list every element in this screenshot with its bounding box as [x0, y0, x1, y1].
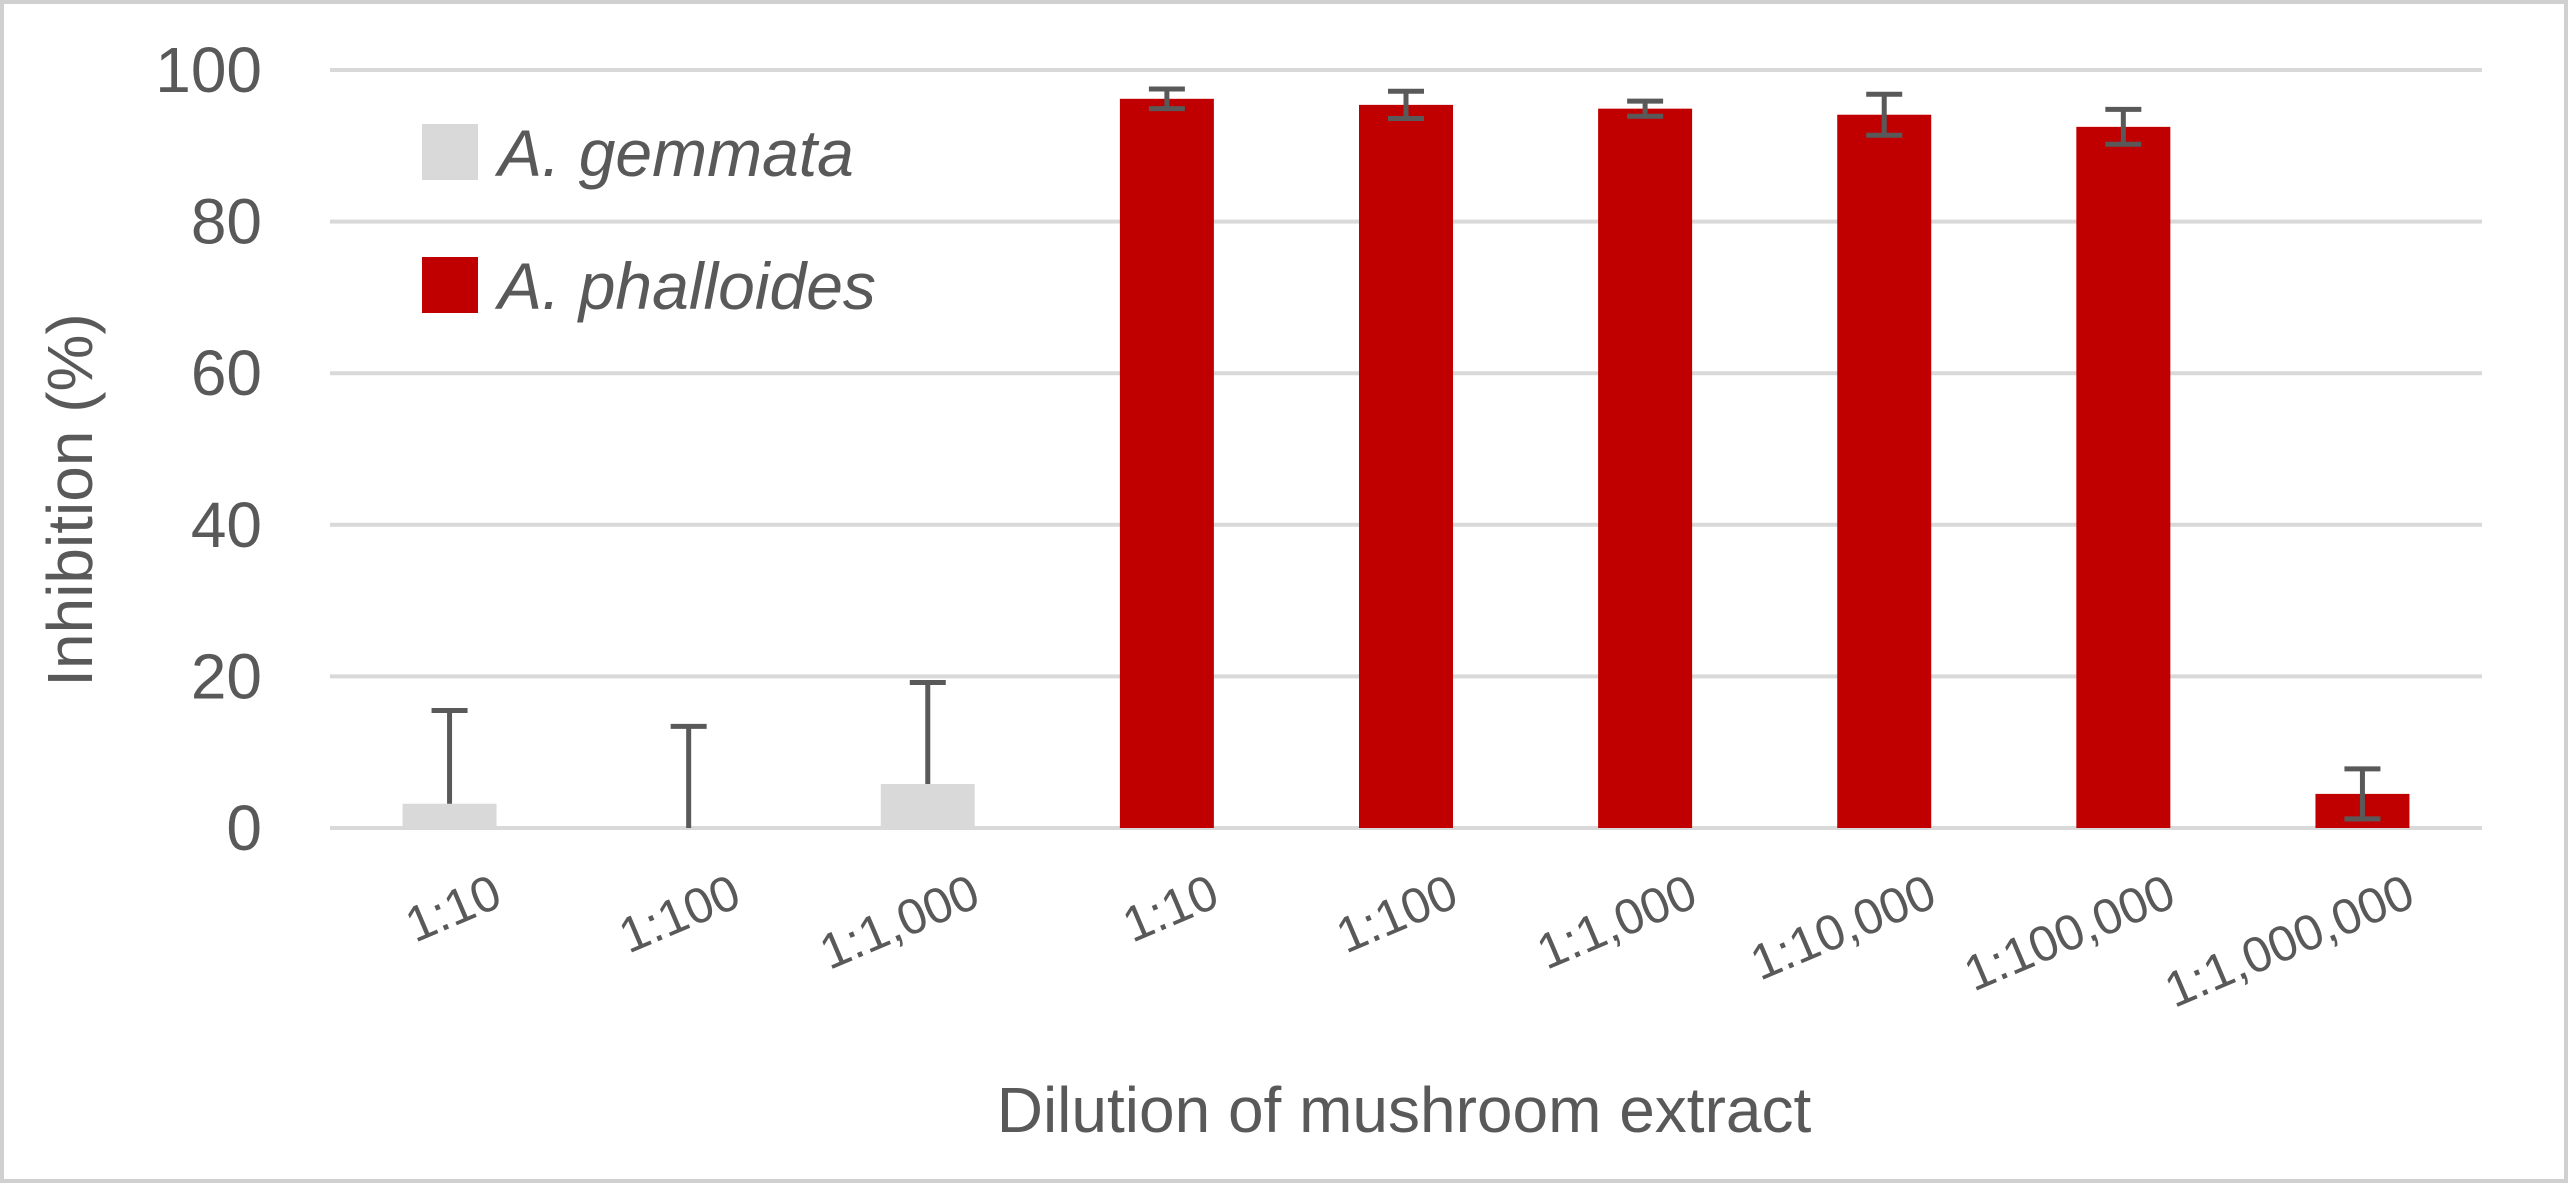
bar — [2076, 126, 2171, 829]
bar — [1598, 108, 1693, 828]
bars — [402, 98, 2410, 829]
x-tick-label: 1:100 — [1328, 864, 1465, 964]
legend-swatch — [422, 257, 478, 313]
y-tick-label: 80 — [191, 186, 262, 258]
x-tick-label: 1:10 — [1115, 864, 1226, 954]
bar — [1119, 98, 1214, 828]
x-axis-ticks: 1:10 1:100 1:1,000 1:10 1:100 1:1,000 1:10,000… — [397, 864, 2421, 1019]
bar — [402, 803, 497, 828]
bar — [1837, 114, 1932, 829]
x-tick-label: 1:1,000 — [812, 864, 987, 981]
x-tick-label: 1:10,000 — [1742, 864, 1943, 992]
x-axis-label: Dilution of mushroom extract — [997, 1074, 1812, 1146]
x-tick-label: 1:1,000 — [1529, 864, 1704, 981]
y-axis-ticks: 0 20 40 60 80 100 — [155, 34, 262, 864]
y-tick-label: 100 — [155, 34, 262, 106]
x-tick-label: 1:100 — [611, 864, 748, 964]
y-tick-label: 0 — [226, 792, 262, 864]
y-tick-label: 60 — [191, 337, 262, 409]
x-tick-label: 1:10 — [397, 864, 508, 954]
y-axis-label: Inhibition (%) — [34, 313, 106, 687]
error-bars — [431, 86, 2381, 828]
legend-swatch — [422, 124, 478, 180]
bar — [1359, 104, 1453, 829]
x-tick-label: 1:1,000,000 — [2157, 864, 2422, 1019]
legend-label: A. phalloides — [494, 249, 876, 323]
y-tick-label: 40 — [191, 489, 262, 561]
y-tick-label: 20 — [191, 640, 262, 712]
x-tick-label: 1:100,000 — [1956, 864, 2183, 1002]
legend: A. gemmata A. phalloides — [422, 116, 876, 323]
legend-label: A. gemmata — [494, 116, 854, 190]
bar — [880, 784, 975, 828]
